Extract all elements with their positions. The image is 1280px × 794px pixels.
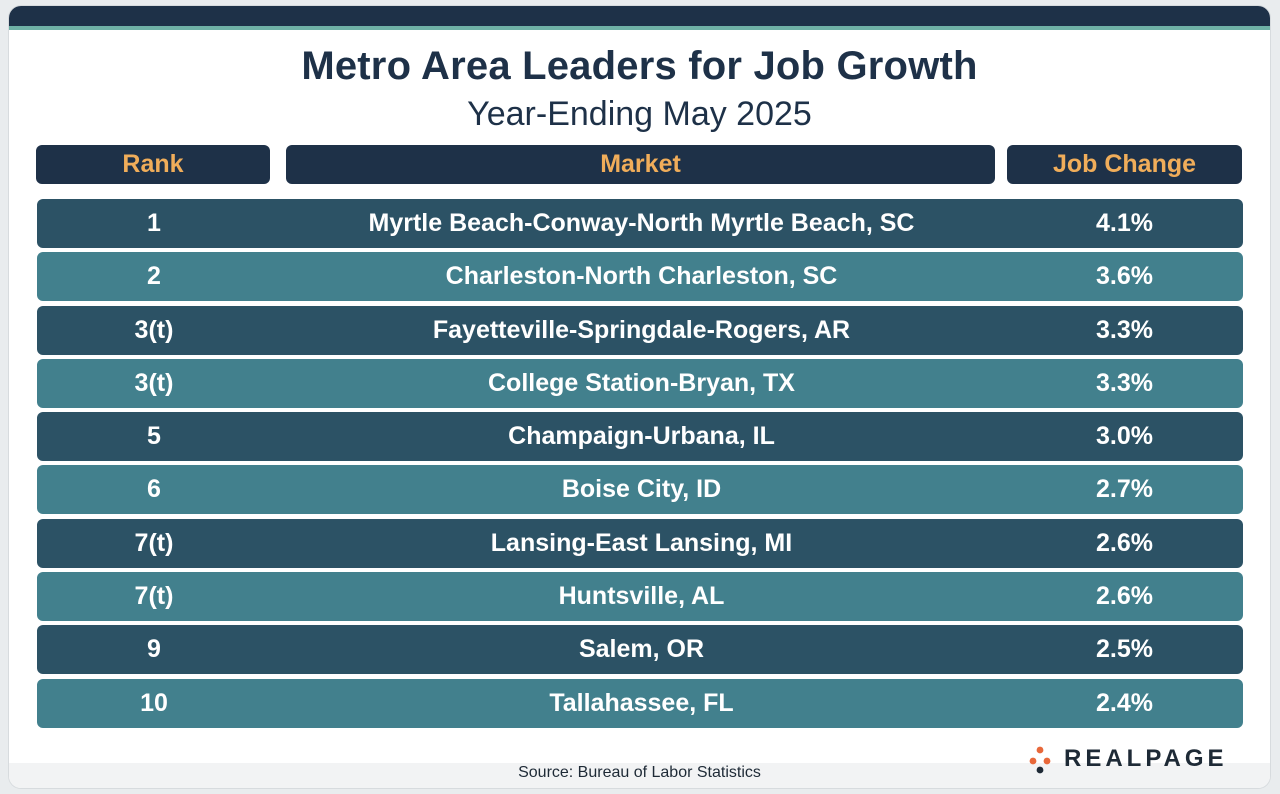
rank-cell: 10	[140, 688, 168, 717]
rank-cell: 1	[147, 209, 161, 237]
rank-cell: 5	[147, 422, 161, 451]
source-note: Source: Bureau of Labor Statistics	[518, 764, 761, 781]
realpage-dots-icon	[1029, 746, 1051, 774]
rank-cell: 2	[147, 262, 161, 291]
table-row: 6 Boise City, ID 2.7%	[37, 465, 1243, 515]
table-row: 9 Salem, OR 2.5%	[37, 625, 1243, 675]
job-change-cell: 3.0%	[1096, 422, 1153, 451]
job-change-cell: 2.7%	[1096, 475, 1153, 504]
table-row: 3(t) College Station-Bryan, TX 3.3%	[37, 358, 1243, 408]
footer-strip	[9, 763, 1270, 788]
table-row: 10 Tallahassee, FL 2.4%	[37, 678, 1243, 728]
rank-cell: 7(t)	[134, 528, 174, 557]
rank-cell: 7(t)	[134, 582, 174, 611]
table-row: 7(t) Huntsville, AL 2.6%	[37, 572, 1243, 622]
job-change-cell: 2.6%	[1096, 582, 1153, 611]
job-change-cell: 4.1%	[1096, 209, 1153, 237]
market-cell: Lansing-East Lansing, MI	[490, 528, 793, 557]
rank-cell: 6	[147, 475, 161, 504]
market-cell: College Station-Bryan, TX	[488, 368, 795, 397]
job-change-cell: 3.6%	[1096, 262, 1153, 291]
column-header-job-change: Job Change	[1007, 145, 1242, 184]
table-row: 1 Myrtle Beach-Conway-North Myrtle Beach,…	[37, 199, 1243, 248]
column-header-rank: Rank	[36, 145, 270, 184]
market-cell: Fayetteville-Springdale-Rogers, AR	[432, 315, 851, 344]
job-change-cell: 3.3%	[1096, 315, 1153, 344]
realpage-logo-text: REALPAGE	[1064, 745, 1228, 772]
job-change-cell: 3.3%	[1096, 368, 1153, 397]
job-change-cell: 2.6%	[1096, 528, 1153, 557]
market-cell: Boise City, ID	[561, 475, 722, 504]
market-cell: Charleston-North Charleston, SC	[445, 262, 838, 291]
chart-subtitle: Year-Ending May 2025	[467, 95, 812, 133]
job-change-cell: 2.5%	[1096, 635, 1153, 664]
table-row: 5 Champaign-Urbana, IL 3.0%	[37, 412, 1243, 462]
market-cell: Salem, OR	[578, 635, 705, 664]
table-row: 2 Charleston-North Charleston, SC 3.6%	[37, 252, 1243, 302]
column-header-market: Market	[286, 145, 995, 184]
chart-title: Metro Area Leaders for Job Growth	[301, 44, 978, 88]
rank-cell: 3(t)	[134, 315, 174, 344]
table-row: 7(t) Lansing-East Lansing, MI 2.6%	[37, 518, 1243, 568]
market-cell: Champaign-Urbana, IL	[508, 422, 775, 451]
rank-cell: 9	[147, 635, 161, 664]
top-banner-accent	[9, 26, 1270, 30]
table-body: 1 Myrtle Beach-Conway-North Myrtle Beach,…	[37, 199, 1243, 732]
rank-cell: 3(t)	[134, 368, 174, 397]
market-cell: Myrtle Beach-Conway-North Myrtle Beach, …	[368, 209, 915, 237]
market-cell: Tallahassee, FL	[549, 688, 734, 717]
job-change-cell: 2.4%	[1096, 688, 1153, 717]
infographic-card: Metro Area Leaders for Job Growth Year-E…	[9, 6, 1270, 788]
realpage-logo: REALPAGE	[1026, 744, 1228, 774]
market-cell: Huntsville, AL	[558, 582, 725, 611]
top-banner	[9, 6, 1270, 26]
table-row: 3(t) Fayetteville-Springdale-Rogers, AR 3.…	[37, 305, 1243, 355]
